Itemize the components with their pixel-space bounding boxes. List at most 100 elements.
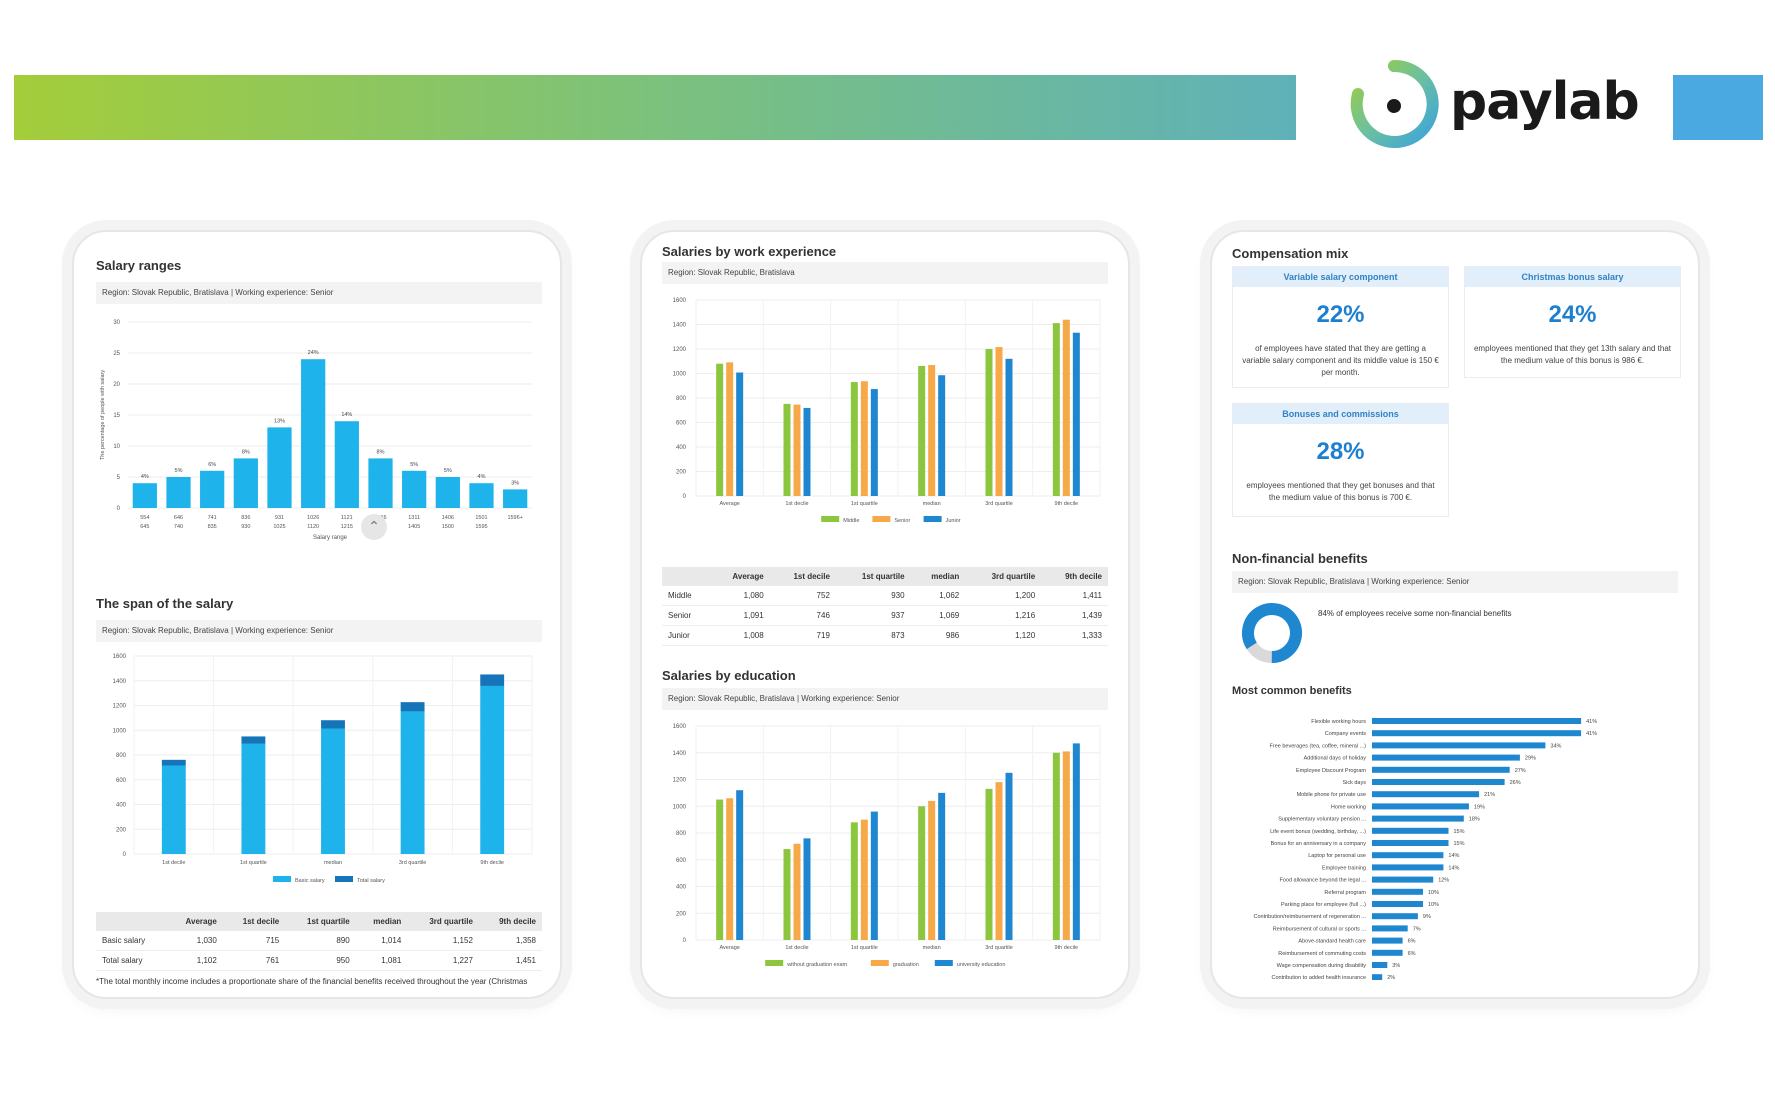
column-header: Average (710, 567, 770, 586)
section-title-span: The span of the salary (96, 596, 234, 611)
y-axis-label: The percentage of people with salary (100, 370, 106, 460)
y-tick-label: 0 (683, 938, 687, 944)
bar (726, 798, 734, 940)
y-tick-label: 1400 (673, 323, 687, 329)
data-label: 5% (410, 462, 418, 468)
table-cell: 1,152 (407, 931, 479, 951)
table-cell: 746 (769, 605, 836, 626)
x-tick-label: 1500 (442, 524, 454, 530)
x-tick-label: Average (719, 501, 739, 507)
x-tick-label: 931 (275, 515, 284, 521)
data-label: 5% (175, 468, 183, 474)
data-label: 9% (1423, 914, 1431, 920)
data-label: 15% (1454, 829, 1465, 835)
card-header: Variable salary component (1233, 267, 1448, 287)
table-cell: 890 (285, 931, 356, 951)
paylab-logo: paylab (1348, 58, 1640, 153)
x-tick-label: 1st decile (785, 501, 808, 507)
table-row: Basic salary 1,030 715 890 1,014 1,152 1,358 (96, 931, 542, 951)
category-label: Wage compensation during disability (1277, 963, 1367, 969)
data-label: 34% (1550, 743, 1561, 749)
card-header: Bonuses and commissions (1233, 404, 1448, 424)
y-tick-label: 600 (116, 778, 127, 784)
data-label: 27% (1515, 768, 1526, 774)
table-cell: 1,080 (710, 586, 770, 606)
data-label: 3% (1392, 963, 1400, 969)
table-cell: 1,008 (710, 625, 770, 646)
filter-bar: Region: Slovak Republic, Bratislava | Wo… (1232, 571, 1678, 593)
bar (503, 489, 528, 508)
data-label: 21% (1484, 792, 1495, 798)
card-text: employees mentioned that they get bonuse… (1246, 481, 1435, 502)
data-label: 6% (1408, 939, 1416, 945)
table-cell: Total salary (96, 950, 168, 971)
bar-total-salary (400, 702, 425, 712)
bar (736, 372, 744, 496)
y-tick-label: 1200 (673, 778, 687, 784)
data-label: 12% (1438, 878, 1449, 884)
category-label: Contribution to added health insurance (1272, 975, 1366, 980)
x-tick-label: 1026 (307, 515, 319, 521)
data-label: 13% (274, 418, 285, 424)
bar (1072, 743, 1080, 940)
data-label: 8% (242, 449, 250, 455)
filter-bar: Region: Slovak Republic, Bratislava | Wo… (662, 688, 1108, 710)
category-label: Contribution/reimbursement of regenerati… (1253, 914, 1366, 920)
x-tick-label: 836 (241, 515, 250, 521)
y-tick-label: 400 (116, 803, 127, 809)
bar (402, 470, 427, 508)
category-label: Food allowance beyond the legal ... (1279, 878, 1366, 884)
bar (435, 477, 460, 508)
table-row: Middle 1,080 752 930 1,062 1,200 1,411 (662, 586, 1108, 606)
x-tick-label: 740 (174, 524, 183, 530)
bar (793, 404, 801, 496)
x-tick-label: 1215 (341, 524, 353, 530)
x-tick-label: Average (719, 945, 739, 951)
table-cell: 1,200 (965, 586, 1042, 606)
bar (850, 822, 858, 940)
x-tick-label: 1405 (408, 524, 420, 530)
column-header: Average (167, 912, 223, 931)
card-header: Christmas bonus salary (1465, 267, 1680, 287)
education-chart: 0 200 400 600 800 1000 1200 1400 1600 Average 1st … (673, 724, 1101, 968)
bar (1372, 791, 1480, 798)
category-label: Reimbursement of commuting costs (1278, 951, 1366, 957)
y-tick-label: 10 (113, 444, 120, 450)
bar (1372, 913, 1418, 920)
legend-label: Senior (894, 518, 910, 524)
y-tick-label: 1400 (673, 751, 687, 757)
bar (1052, 323, 1060, 496)
legend-label: Total salary (357, 878, 385, 884)
table-cell: Junior (662, 625, 711, 646)
experience-chart: 0 200 400 600 800 1000 1200 1400 1600 Average 1st … (673, 298, 1101, 524)
bar-basic-salary (241, 743, 266, 854)
donut-caption: 84% of employees receive some non-financ… (1318, 609, 1512, 618)
column-header (96, 912, 168, 931)
x-tick-label: 1596+ (507, 515, 522, 521)
legend-label: Junior (946, 518, 961, 524)
section-title-salary-ranges: Salary ranges (96, 258, 182, 273)
bar (783, 403, 791, 496)
legend-swatch (923, 516, 942, 522)
bar (334, 421, 359, 508)
y-tick-label: 0 (683, 494, 687, 500)
bar (1372, 962, 1388, 968)
table-row: Total salary 1,102 761 950 1,081 1,227 1,451 (96, 950, 542, 971)
x-tick-label: 1120 (307, 524, 319, 530)
data-label: 7% (1413, 926, 1421, 932)
header-blue-block (1673, 75, 1763, 140)
bar (783, 849, 791, 940)
scroll-up-button[interactable]: ⌃ (361, 514, 387, 540)
category-label: Employee training (1322, 865, 1366, 871)
bar (1052, 752, 1060, 940)
table-cell: 1,069 (910, 605, 966, 626)
card-text: employees mentioned that they get 13th s… (1473, 344, 1671, 365)
y-tick-label: 600 (676, 858, 687, 864)
y-tick-label: 15 (113, 413, 120, 419)
table-cell: 873 (835, 625, 911, 646)
data-label: 41% (1586, 719, 1597, 725)
y-tick-label: 0 (117, 506, 121, 512)
category-label: Reimbursement of cultural or sports ... (1273, 926, 1367, 932)
screen: Salary ranges Region: Slovak Republic, B… (86, 244, 548, 985)
y-tick-label: 200 (676, 911, 687, 917)
